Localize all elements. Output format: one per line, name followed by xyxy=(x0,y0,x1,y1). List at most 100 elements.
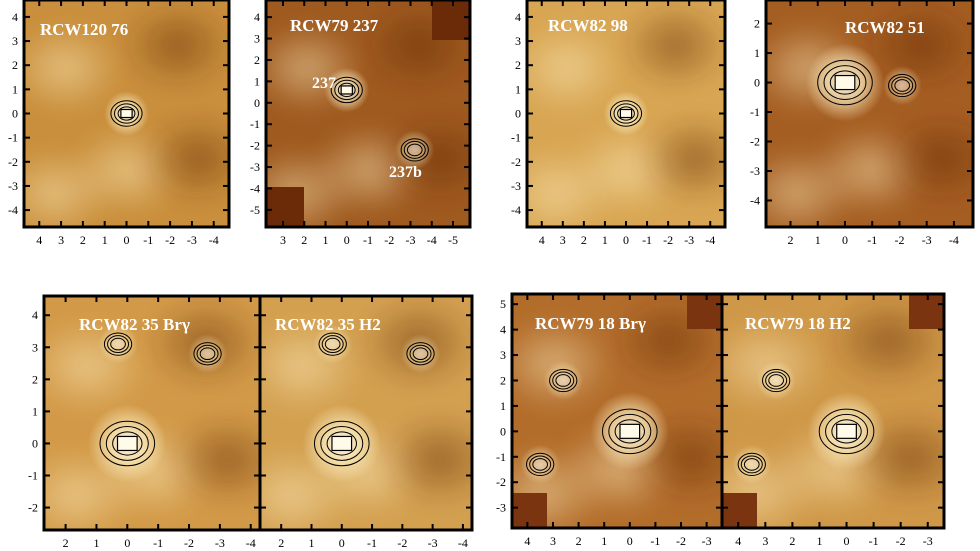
x-tick-label: -2 xyxy=(894,233,904,247)
contour xyxy=(313,420,370,467)
x-tick-label: -2 xyxy=(384,233,394,247)
x-tick-label: 0 xyxy=(623,233,629,247)
y-tick-label: -3 xyxy=(750,164,760,178)
y-tick-label: -3 xyxy=(8,179,18,193)
dark-region xyxy=(140,113,229,205)
panel-title: RCW79 18 H2 xyxy=(745,314,851,333)
contour xyxy=(403,140,426,159)
x-tick-label: -3 xyxy=(406,233,416,247)
y-tick-label: 3 xyxy=(500,348,506,362)
panel-image xyxy=(44,296,260,530)
y-tick-label: 4 xyxy=(515,10,521,24)
source-1 xyxy=(302,404,381,483)
x-tick-label: 4 xyxy=(735,534,741,548)
y-tick-label: -1 xyxy=(8,131,18,145)
source-3 xyxy=(98,324,138,364)
x-tick-label: 1 xyxy=(602,233,608,247)
y-tick-label: 1 xyxy=(515,82,521,96)
x-tick-label: 2 xyxy=(278,536,284,550)
dark-region xyxy=(167,413,260,507)
source-core xyxy=(116,435,138,452)
x-tick-label: -1 xyxy=(143,233,153,247)
y-tick-label: 0 xyxy=(500,424,506,438)
y-tick-label: -5 xyxy=(250,203,260,217)
panel-image xyxy=(527,0,725,227)
y-tick-label: 0 xyxy=(515,107,521,121)
y-tick-label: -4 xyxy=(250,181,260,195)
source-core xyxy=(619,423,641,439)
panel-3: 4 3 2 1 0 -1 -2 -3 -4 4 3 2 1 0 -1 -2 -3 -4 RCW82 98 xyxy=(511,0,727,247)
source-2 xyxy=(400,334,441,374)
panel-title: RCW82 35 H2 xyxy=(275,315,381,334)
x-tick-label: -4 xyxy=(209,233,219,247)
x-tick-label: 1 xyxy=(102,233,108,247)
contour xyxy=(549,368,578,393)
x-tick-label: 3 xyxy=(280,233,286,247)
x-tick-label: 2 xyxy=(789,534,795,548)
panel-title: RCW82 98 xyxy=(548,16,628,35)
contour xyxy=(529,455,552,474)
contour xyxy=(110,100,143,127)
y-tick-label: 1 xyxy=(500,399,506,413)
y-tick-label: -3 xyxy=(250,160,260,174)
x-tick-label: -2 xyxy=(184,536,194,550)
x-tick-label: -3 xyxy=(684,233,694,247)
y-tick-label: -1 xyxy=(511,131,521,145)
source-glow xyxy=(882,65,922,106)
y-tick-label: 5 xyxy=(500,297,506,311)
x-tick-label: 2 xyxy=(788,233,794,247)
masked-corner xyxy=(687,294,722,329)
contour xyxy=(894,79,911,92)
y-tick-label: 0 xyxy=(254,96,260,110)
panel-image xyxy=(722,294,944,528)
contour xyxy=(320,426,364,461)
contour xyxy=(609,100,643,127)
x-tick-label: -4 xyxy=(705,233,715,247)
x-tick-label: -1 xyxy=(153,536,163,550)
source-1 xyxy=(104,91,149,136)
y-tick-label: -3 xyxy=(511,179,521,193)
contour xyxy=(409,344,432,363)
x-tick-label: -1 xyxy=(867,233,877,247)
x-tick-label: -4 xyxy=(246,536,256,550)
contour xyxy=(110,337,126,351)
contour xyxy=(817,59,873,106)
y-tick-label: 3 xyxy=(32,340,38,354)
y-tick-label: -4 xyxy=(8,203,18,217)
dark-region xyxy=(380,413,472,507)
source-3 xyxy=(520,444,560,485)
x-tick-label: -5 xyxy=(448,233,458,247)
contour xyxy=(334,79,360,101)
y-tick-label: -4 xyxy=(511,203,521,217)
x-tick-label: 2 xyxy=(576,534,582,548)
source-1 xyxy=(805,43,885,122)
y-tick-label: -2 xyxy=(28,501,38,515)
contour xyxy=(613,103,639,124)
x-tick-label: -3 xyxy=(187,233,197,247)
contour xyxy=(107,335,130,354)
x-tick-label: 1 xyxy=(601,534,607,548)
x-tick-label: 4 xyxy=(539,233,545,247)
contour xyxy=(555,374,572,387)
y-tick-label: 4 xyxy=(12,10,18,24)
masked-corner xyxy=(909,294,944,329)
contour xyxy=(552,371,575,390)
y-tick-label: -2 xyxy=(750,135,760,149)
x-tick-label: 0 xyxy=(339,536,345,550)
masked-corner xyxy=(432,0,470,40)
dark-region xyxy=(639,113,725,205)
y-tick-label: -2 xyxy=(496,475,506,489)
y-tick-label: 0 xyxy=(754,76,760,90)
panel-frame xyxy=(720,292,946,530)
masked-corner xyxy=(266,187,304,227)
x-tick-label: 0 xyxy=(844,534,850,548)
contour xyxy=(103,332,133,356)
contour xyxy=(737,452,766,477)
source-core xyxy=(120,108,133,119)
source-2 xyxy=(395,130,435,170)
panel-image xyxy=(24,0,229,227)
panel-8: 4 3 2 1 0 -1 -2 -3 RCW79 18 H2 xyxy=(720,292,946,548)
contour xyxy=(406,342,435,366)
y-tick-label: 1 xyxy=(254,74,260,88)
x-tick-label: -3 xyxy=(922,233,932,247)
